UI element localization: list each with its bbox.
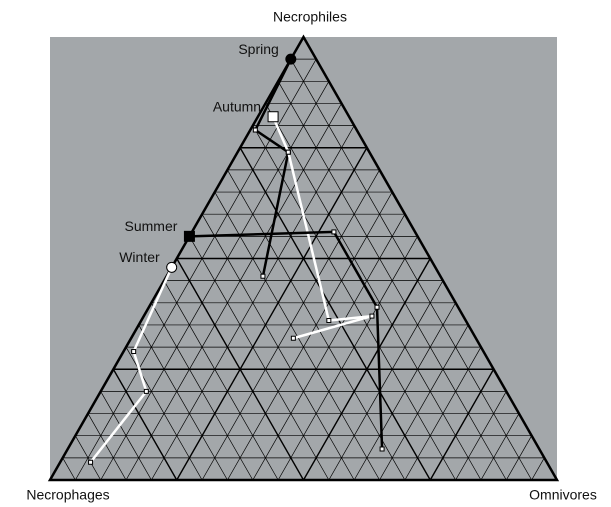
grid-line [75, 58, 317, 481]
grid-line [328, 280, 444, 481]
grid-line [75, 435, 102, 481]
trajectory-line [89, 266, 173, 464]
grid-line [531, 457, 545, 481]
major-grid-line [239, 147, 431, 481]
grid-line [265, 103, 482, 481]
trajectory-line [189, 230, 384, 450]
grid-line [290, 58, 532, 481]
right-axis-label: Omnivores [529, 487, 597, 503]
point-marker [252, 127, 258, 133]
grid-line [100, 391, 152, 481]
grid-line [277, 236, 418, 481]
series-label: Autumn [213, 98, 261, 114]
grid-line [151, 302, 254, 481]
start-marker [267, 111, 279, 123]
point-marker [326, 318, 332, 324]
point-marker [369, 313, 375, 319]
grid-line [353, 302, 456, 481]
major-grid-line [302, 258, 431, 481]
series-label: Spring [238, 41, 278, 57]
major-grid-line [176, 147, 368, 481]
grid-line [227, 191, 393, 481]
point-marker [290, 335, 296, 341]
left-axis-label: Necrophages [26, 487, 109, 503]
triangle-frame [47, 34, 560, 482]
point-marker [331, 229, 337, 235]
point-marker [379, 446, 385, 452]
grid-line [62, 457, 76, 481]
point-marker [143, 388, 149, 394]
point-marker [131, 349, 137, 355]
point-marker [285, 149, 291, 155]
major-grid-line [112, 368, 178, 481]
start-marker [285, 53, 297, 65]
grid-line [455, 391, 507, 481]
grid-line [125, 103, 342, 481]
major-grid-line [176, 258, 305, 481]
point-marker [260, 273, 266, 279]
grid-line [379, 324, 469, 481]
point-marker [88, 459, 94, 465]
grid-line [163, 280, 279, 481]
grid-line [138, 324, 228, 481]
series-label: Summer [125, 218, 178, 234]
series-label: Winter [119, 249, 160, 265]
start-marker [166, 261, 178, 273]
start-marker [183, 230, 195, 242]
grid-line [87, 413, 127, 481]
plot: Spring Autumn Summer Winter [47, 34, 560, 482]
trajectory-line [253, 58, 292, 277]
point-marker [374, 304, 380, 310]
top-axis-label: Necrophiles [273, 9, 347, 25]
grid-line [189, 236, 330, 481]
major-grid-line [429, 368, 495, 481]
grid-line [480, 413, 520, 481]
grid-line [505, 435, 532, 481]
grid-line [404, 346, 482, 481]
